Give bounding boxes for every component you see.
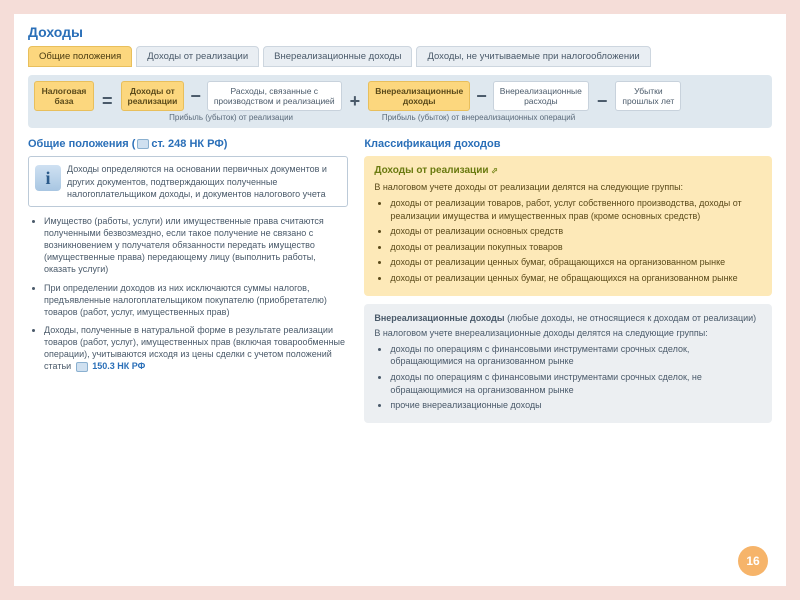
formula-bar: Налоговая база = Доходы от реализации − … xyxy=(28,75,772,128)
formula-note-1: Прибыль (убыток) от реализации xyxy=(121,113,342,122)
left-heading-prefix: Общие положения ( xyxy=(28,138,135,150)
box2-title: Внереализационные доходы xyxy=(374,313,504,323)
box2-item-3: прочие внереализационные доходы xyxy=(390,399,762,412)
doc-icon-2 xyxy=(76,362,88,372)
left-heading: Общие положения ( ст. 248 НК РФ) xyxy=(28,138,348,150)
box1-list: доходы от реализации товаров, работ, усл… xyxy=(374,197,762,285)
tab-excluded[interactable]: Доходы, не учитываемые при налогообложен… xyxy=(416,46,650,67)
tab-general[interactable]: Общие положения xyxy=(28,46,132,67)
formula-nonreal-income: Внереализационные доходы xyxy=(368,81,470,111)
formula-realization-income: Доходы от реализации xyxy=(121,81,185,111)
box2-title-line: Внереализационные доходы (любые доходы, … xyxy=(374,312,762,325)
formula-eq: = xyxy=(100,91,115,112)
left-heading-ref[interactable]: ст. 248 НК РФ xyxy=(151,138,223,150)
formula-group-realization: Доходы от реализации − Расходы, связанны… xyxy=(121,81,342,122)
left-bullet-3: Доходы, полученные в натуральной форме в… xyxy=(44,324,348,373)
left-heading-suffix: ) xyxy=(224,138,228,150)
tab-nonrealization[interactable]: Внереализационные доходы xyxy=(263,46,412,67)
formula-group-nonrealization: Внереализационные доходы − Внереализацио… xyxy=(368,81,589,122)
tab-realization[interactable]: Доходы от реализации xyxy=(136,46,259,67)
box2-intro: В налоговом учете внереализационные дохо… xyxy=(374,327,762,340)
box1-item-1: доходы от реализации товаров, работ, усл… xyxy=(390,197,762,222)
left-bullet-2: При определении доходов из них исключают… xyxy=(44,282,348,318)
box2-item-1: доходы по операциям с финансовыми инстру… xyxy=(390,343,762,368)
info-icon: i xyxy=(35,165,61,191)
right-heading: Классификация доходов xyxy=(364,138,772,150)
classification-box-realization: Доходы от реализации ⬀ В налоговом учете… xyxy=(364,156,772,295)
content-columns: Общие положения ( ст. 248 НК РФ) i Доходы… xyxy=(28,138,772,430)
box2-list: доходы по операциям с финансовыми инстру… xyxy=(374,343,762,412)
left-bullet-3-text: Доходы, полученные в натуральной форме в… xyxy=(44,325,345,371)
box1-item-4: доходы от реализации ценных бумаг, обращ… xyxy=(390,256,762,269)
info-box: i Доходы определяются на основании перви… xyxy=(28,156,348,206)
doc-icon xyxy=(137,139,149,149)
formula-tax-base: Налоговая база xyxy=(34,81,94,111)
classification-box-nonrealization: Внереализационные доходы (любые доходы, … xyxy=(364,304,772,423)
left-bullets: Имущество (работы, услуги) или имуществе… xyxy=(28,215,348,373)
box1-intro: В налоговом учете доходы от реализации д… xyxy=(374,181,762,194)
box1-title-text: Доходы от реализации xyxy=(374,165,488,176)
external-link-icon[interactable]: ⬀ xyxy=(491,166,498,175)
right-column: Классификация доходов Доходы от реализац… xyxy=(364,138,772,430)
formula-plus: + xyxy=(348,91,363,112)
box2-title-note: (любые доходы, не относящиеся к доходам … xyxy=(505,313,757,323)
box1-item-3: доходы от реализации покупных товаров xyxy=(390,241,762,254)
box1-item-5: доходы от реализации ценных бумаг, не об… xyxy=(390,272,762,285)
formula-note-2: Прибыль (убыток) от внереализационных оп… xyxy=(368,113,589,122)
formula-minus-2: − xyxy=(474,86,489,107)
slide-number: 16 xyxy=(738,546,768,576)
left-bullet-3-ref[interactable]: 150.3 НК РФ xyxy=(92,361,145,371)
formula-realization-expenses: Расходы, связанные с производством и реа… xyxy=(207,81,342,111)
box1-item-2: доходы от реализации основных средств xyxy=(390,225,762,238)
left-column: Общие положения ( ст. 248 НК РФ) i Доходы… xyxy=(28,138,348,430)
page-title: Доходы xyxy=(28,24,772,40)
info-text: Доходы определяются на основании первичн… xyxy=(67,164,327,198)
left-bullet-1: Имущество (работы, услуги) или имуществе… xyxy=(44,215,348,276)
page: Доходы Общие положения Доходы от реализа… xyxy=(14,14,786,586)
formula-minus-1: − xyxy=(188,86,203,107)
box1-title: Доходы от реализации ⬀ xyxy=(374,164,762,178)
box2-item-2: доходы по операциям с финансовыми инстру… xyxy=(390,371,762,396)
formula-prior-losses: Убытки прошлых лет xyxy=(615,81,681,111)
formula-nonreal-expenses: Внереализационные расходы xyxy=(493,81,589,111)
formula-minus-3: − xyxy=(595,91,610,112)
tab-bar: Общие положения Доходы от реализации Вне… xyxy=(28,46,772,67)
